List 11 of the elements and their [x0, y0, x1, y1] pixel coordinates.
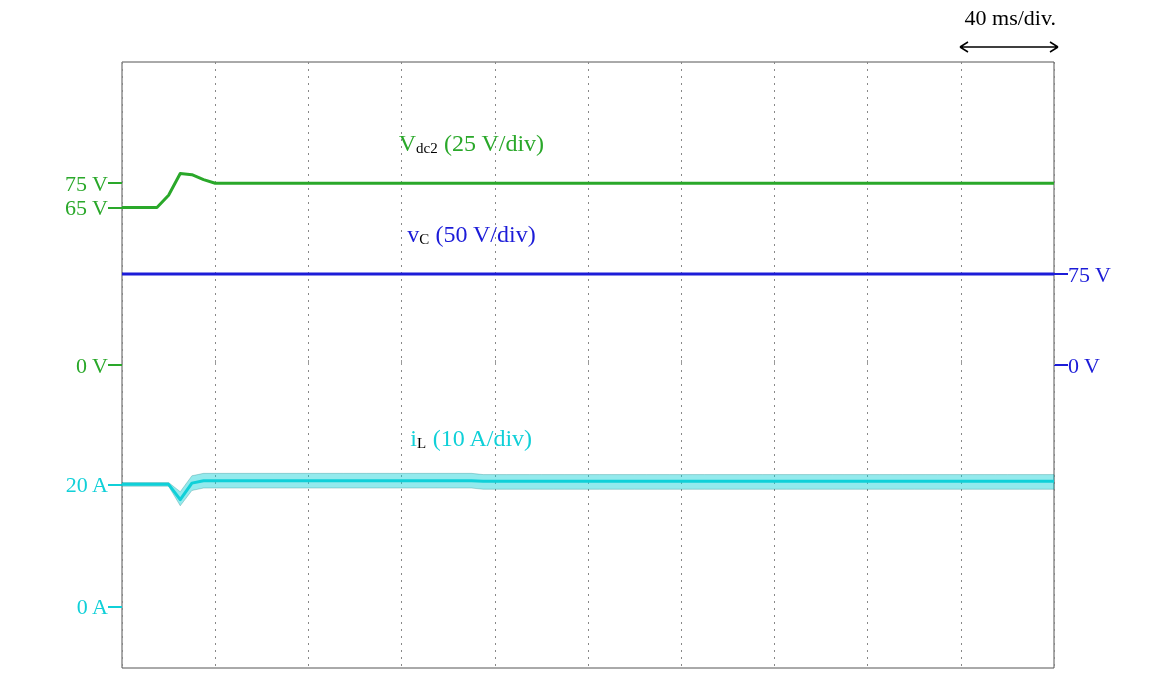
y-tick-label: 65 V — [65, 194, 109, 220]
text: 40 ms/div. — [964, 4, 1057, 30]
y2-tick-label: 0 V — [1068, 352, 1101, 378]
series-label: Vdc2 (25 V/div) — [398, 129, 545, 156]
y-tick-label: 75 V — [65, 170, 109, 196]
y-tick-label: 0 V — [76, 352, 109, 378]
series-label: iL (10 A/div) — [410, 425, 533, 452]
series-label: vC (50 V/div) — [407, 220, 536, 247]
y2-tick-label: 75 V — [1068, 261, 1112, 287]
y3-tick-label: 20 A — [65, 471, 109, 497]
y3-tick-label: 0 A — [76, 594, 109, 620]
